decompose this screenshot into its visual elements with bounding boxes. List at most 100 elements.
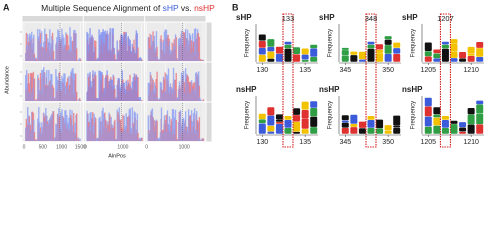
abundance-bar xyxy=(98,70,100,101)
abundance-bar xyxy=(33,119,35,141)
logo-glyph xyxy=(441,48,449,62)
abundance-bar xyxy=(49,29,51,61)
abundance-bar xyxy=(183,32,185,61)
highlight-box xyxy=(365,13,377,148)
abundance-bar xyxy=(96,98,98,101)
abundance-bar xyxy=(156,120,158,141)
abundance-bar xyxy=(66,35,69,61)
abundance-bar xyxy=(199,140,202,141)
abundance-bar xyxy=(75,33,77,61)
abundance-bar xyxy=(122,37,124,61)
logo-glyph xyxy=(467,108,475,115)
abundance-bar xyxy=(35,99,38,101)
abundance-bar xyxy=(28,83,31,101)
logo-glyph xyxy=(376,128,384,134)
abundance-bar xyxy=(101,72,103,101)
x-axis-label: AlnPos xyxy=(108,153,126,159)
logo-glyph xyxy=(258,34,266,41)
abundance-bar xyxy=(138,57,141,61)
abundance-bar xyxy=(129,40,131,61)
logo-glyph xyxy=(284,120,292,128)
abundance-bar xyxy=(31,73,34,101)
x-tick-label: 500 xyxy=(39,144,48,150)
abundance-bar xyxy=(92,37,94,61)
logo-glyph xyxy=(301,48,309,55)
logo-glyph xyxy=(450,58,458,62)
abundance-bar xyxy=(194,129,197,141)
abundance-bar xyxy=(170,119,172,141)
row-title: sHP xyxy=(236,13,252,22)
abundance-bar xyxy=(164,72,166,101)
abundance-bar xyxy=(41,122,43,141)
logo-glyph xyxy=(301,54,309,60)
abundance-bar xyxy=(41,31,43,61)
abundance-bar xyxy=(135,30,138,61)
abundance-bar xyxy=(89,112,91,141)
abundance-bar xyxy=(76,48,78,61)
abundance-bar xyxy=(125,113,127,141)
logo-glyph xyxy=(275,53,283,62)
x-tick-label: 1210 xyxy=(463,67,479,74)
abundance-bar xyxy=(27,83,29,101)
abundance-bar xyxy=(139,97,142,101)
logo-glyph xyxy=(284,44,292,49)
x-tick-label: 0 xyxy=(145,144,148,150)
logo-glyph xyxy=(358,59,366,62)
abundance-bar xyxy=(115,59,117,61)
x-tick-label: 1500 xyxy=(75,144,86,150)
logo-glyph xyxy=(310,57,318,62)
abundance-bar xyxy=(34,139,37,141)
logo-glyph xyxy=(293,47,301,55)
abundance-bar xyxy=(188,115,191,141)
logo-glyph xyxy=(384,39,392,45)
x-tick-label: 1205 xyxy=(420,67,436,74)
logo-glyph xyxy=(424,126,432,134)
abundance-bar xyxy=(101,110,103,141)
abundance-bar xyxy=(135,75,138,101)
abundance-bar xyxy=(139,138,142,141)
facet-strip xyxy=(145,16,206,22)
logo-glyph xyxy=(441,116,449,120)
abundance-bar xyxy=(117,78,119,101)
facet-strip xyxy=(83,16,145,22)
abundance-bar xyxy=(72,68,74,101)
logo-glyph xyxy=(310,116,318,127)
abundance-bar xyxy=(35,140,37,141)
logo-glyph xyxy=(341,50,349,56)
abundance-bar xyxy=(175,120,177,141)
logo-glyph xyxy=(476,100,484,105)
logo-glyph xyxy=(358,128,366,134)
x-tick-label: 130 xyxy=(256,139,268,146)
abundance-bar xyxy=(56,76,58,101)
y-axis-label: Frequency xyxy=(411,101,417,129)
logo-glyph xyxy=(367,120,375,128)
y-axis-label: Frequency xyxy=(245,101,251,129)
logo-glyph xyxy=(350,127,358,134)
abundance-bar xyxy=(151,108,154,141)
abundance-bar xyxy=(178,81,181,101)
abundance-bar xyxy=(149,33,151,61)
abundance-bar xyxy=(69,27,71,62)
logo-glyph xyxy=(467,124,475,134)
logo-glyph xyxy=(284,128,292,134)
abundance-bar xyxy=(30,35,32,61)
abundance-bar xyxy=(97,57,99,61)
abundance-bar xyxy=(98,29,100,61)
abundance-bar xyxy=(156,57,159,61)
abundance-bar xyxy=(200,59,203,61)
logo-glyph xyxy=(441,41,449,45)
logo-glyph xyxy=(258,123,266,134)
abundance-bar xyxy=(33,132,36,141)
abundance-bar xyxy=(189,81,192,101)
logo-glyph xyxy=(424,51,432,57)
abundance-bar xyxy=(100,121,102,141)
logo-glyph xyxy=(467,56,475,62)
abundance-bar xyxy=(71,110,73,141)
logo-glyph xyxy=(258,48,266,55)
logo-glyph xyxy=(258,54,266,62)
abundance-bar xyxy=(62,34,64,61)
logo-glyph xyxy=(258,40,266,48)
logo-glyph xyxy=(393,127,401,134)
abundance-bar xyxy=(95,138,97,141)
abundance-bar xyxy=(147,82,150,101)
